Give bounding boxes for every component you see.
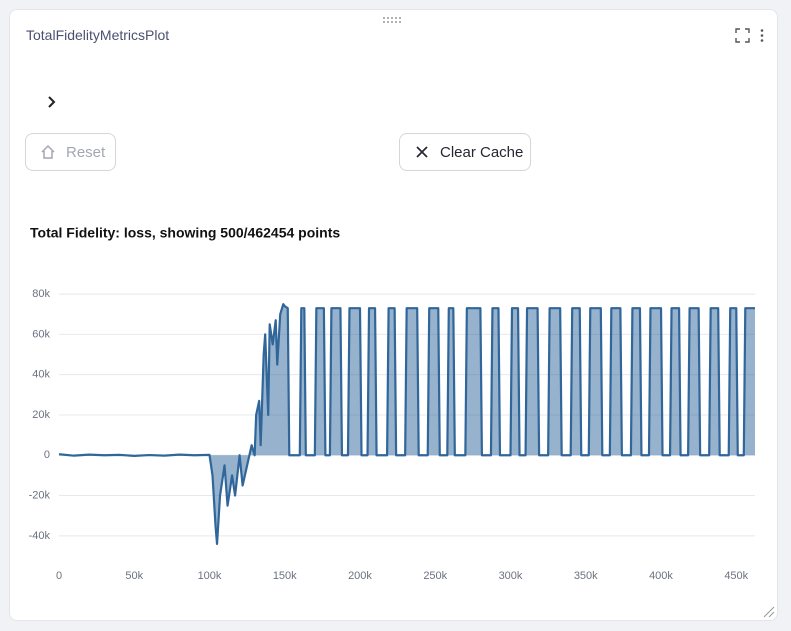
x-tick-label: 200k <box>348 570 372 582</box>
y-tick-label: 80k <box>32 288 50 300</box>
clear-cache-button[interactable]: Clear Cache <box>399 133 531 171</box>
y-tick-label: 60k <box>32 328 50 340</box>
resize-handle[interactable] <box>763 606 775 618</box>
drag-handle[interactable] <box>382 16 406 24</box>
x-tick-label: 400k <box>649 570 673 582</box>
reset-label: Reset <box>66 143 106 161</box>
y-tick-label: -20k <box>29 489 51 501</box>
x-tick-label: 150k <box>273 570 297 582</box>
expander-chevron[interactable] <box>46 95 58 109</box>
y-tick-label: -40k <box>29 530 51 542</box>
panel-tools[interactable] <box>735 28 771 44</box>
x-tick-label: 50k <box>125 570 143 582</box>
close-icon <box>416 146 428 158</box>
area <box>59 304 755 544</box>
line <box>58 303 755 546</box>
panel-title: TotalFidelityMetricsPlot <box>26 27 170 43</box>
y-tick-label: 40k <box>32 369 50 381</box>
home-icon <box>41 144 55 159</box>
x-tick-label: 250k <box>423 570 447 582</box>
x-tick-label: 300k <box>499 570 523 582</box>
reset-button[interactable]: Reset <box>25 133 116 171</box>
clear-cache-label: Clear Cache <box>440 143 524 161</box>
x-tick-label: 450k <box>724 570 748 582</box>
x-tick-label: 350k <box>574 570 598 582</box>
x-tick-label: 0 <box>56 570 62 582</box>
y-tick-label: 20k <box>32 409 50 421</box>
chart-title: Total Fidelity: loss, showing 500/462454… <box>30 225 340 241</box>
y-tick-label: 0 <box>44 449 50 461</box>
x-tick-label: 100k <box>198 570 222 582</box>
